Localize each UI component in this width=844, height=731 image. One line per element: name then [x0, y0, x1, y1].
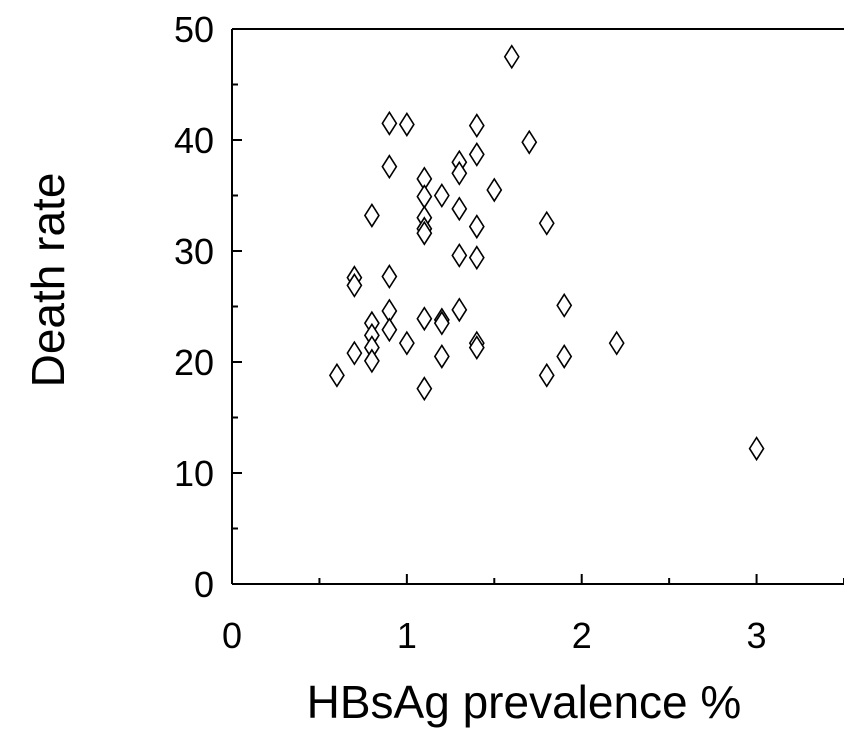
data-point [451, 196, 468, 222]
data-point [416, 306, 433, 332]
x-tick-label: 3 [747, 615, 767, 656]
data-point [521, 129, 538, 155]
data-point [468, 141, 485, 167]
y-tick-label: 0 [194, 564, 214, 605]
data-point [451, 297, 468, 323]
x-tick-label: 2 [572, 615, 592, 656]
data-point [346, 272, 363, 298]
x-tick-label: 0 [222, 615, 242, 656]
data-point [468, 113, 485, 139]
y-tick-label: 40 [174, 120, 214, 161]
data-point [398, 330, 415, 356]
data-point [416, 376, 433, 402]
y-tick-label: 30 [174, 231, 214, 272]
data-point [328, 362, 345, 388]
data-point [468, 335, 485, 361]
x-axis-ticks: 0 1 2 3 [222, 574, 844, 656]
data-point [381, 317, 398, 343]
data-point [398, 111, 415, 137]
data-point [416, 220, 433, 246]
plot-frame [231, 28, 844, 585]
data-point [468, 214, 485, 240]
data-point [381, 110, 398, 136]
data-point [503, 44, 520, 70]
data-point [468, 245, 485, 271]
data-point [381, 154, 398, 180]
y-tick-label: 20 [174, 342, 214, 383]
y-tick-label: 50 [174, 9, 214, 50]
data-point [433, 343, 450, 369]
data-points [328, 44, 765, 462]
data-point [538, 210, 555, 236]
data-point [433, 183, 450, 208]
x-tick-label: 1 [397, 615, 417, 656]
y-axis-title: Death rate [22, 173, 74, 388]
data-point [433, 310, 450, 336]
data-point [748, 436, 765, 462]
y-tick-label: 10 [174, 453, 214, 494]
data-point [608, 330, 625, 356]
data-point [538, 362, 555, 388]
data-point [556, 343, 573, 369]
data-point [416, 184, 433, 210]
data-point [451, 242, 468, 268]
data-point [556, 292, 573, 318]
data-point [363, 202, 380, 228]
y-axis-ticks: 0 10 20 30 40 50 [174, 9, 242, 605]
data-point [363, 348, 380, 374]
data-point [381, 264, 398, 290]
x-axis-title: HBsAg prevalence % [307, 676, 742, 728]
data-point [346, 340, 363, 366]
data-point [451, 160, 468, 186]
data-point [486, 177, 503, 203]
